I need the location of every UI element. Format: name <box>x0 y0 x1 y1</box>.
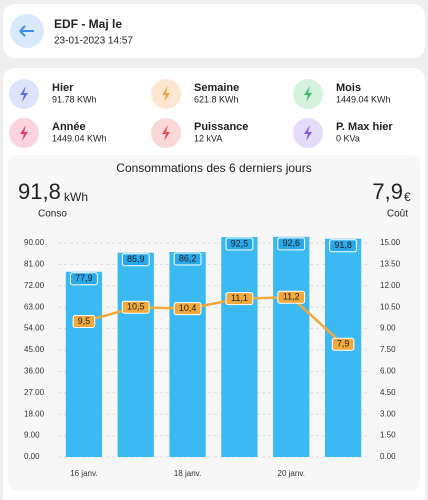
y-tick-label: 54.00 <box>24 324 45 333</box>
line-value-label: 7,9 <box>337 339 350 349</box>
line-value-label-box <box>173 302 202 316</box>
tile-value: 621.8 KWh <box>194 94 239 104</box>
line-value-label: 10,4 <box>179 303 197 313</box>
header-title: EDF - Maj le <box>54 17 122 31</box>
line-value-label: 11,1 <box>231 293 248 303</box>
line-value-label: 10,5 <box>127 302 145 312</box>
y2-tick-label: 7.50 <box>380 345 396 354</box>
tile-label: Mois <box>336 82 361 94</box>
cost-unit: € <box>404 190 411 204</box>
bar-value-label: 92,5 <box>231 238 249 248</box>
bar <box>273 236 310 457</box>
y-tick-label: 0.00 <box>24 452 40 461</box>
tile-value: 0 KVa <box>336 133 360 143</box>
line-value-label-box <box>225 292 254 306</box>
y-tick-label: 72.00 <box>24 281 45 290</box>
y2-tick-label: 6.00 <box>380 367 396 376</box>
y2-tick-label: 13.50 <box>380 260 401 269</box>
y2-tick-label: 3.00 <box>380 409 396 418</box>
bar <box>117 252 154 457</box>
tile-value: 91.78 KWh <box>52 94 97 104</box>
tile-label: Puissance <box>194 121 248 133</box>
header-card <box>3 4 425 58</box>
chart-card <box>8 155 420 491</box>
bar-value-label: 86,2 <box>179 253 197 263</box>
line-value-label-box <box>72 314 96 328</box>
y2-tick-label: 9.00 <box>380 324 396 333</box>
y-tick-label: 81.00 <box>24 260 45 269</box>
bar-value-label: 92,6 <box>282 238 300 248</box>
chart-title: Consommations des 6 derniers jours <box>116 161 311 175</box>
bar-value-label-box <box>225 237 254 251</box>
line-value-label-box <box>121 300 150 314</box>
bar-value-label-box <box>173 252 202 266</box>
y-tick-label: 18.00 <box>24 409 45 418</box>
y2-tick-label: 4.50 <box>380 388 396 397</box>
y2-tick-label: 10.50 <box>380 302 401 311</box>
bar <box>169 252 206 457</box>
line-value-label: 9,5 <box>78 316 91 326</box>
cost-value: 7,9 <box>372 179 403 204</box>
tile-label: Année <box>52 121 86 133</box>
x-tick-label: 20 janv. <box>278 469 305 478</box>
bolt-icon <box>20 86 28 102</box>
bar-value-label-box <box>329 239 357 253</box>
tile-value: 1449.04 KWh <box>52 133 107 143</box>
y-tick-label: 9.00 <box>24 431 40 440</box>
bar <box>221 237 258 457</box>
tile-value: 1449.04 KWh <box>336 94 391 104</box>
bar <box>65 271 103 457</box>
bolt-icon <box>20 125 28 141</box>
y-tick-label: 45.00 <box>24 345 45 354</box>
header-subtitle: 23-01-2023 14:57 <box>54 36 133 47</box>
x-tick-label: 18 janv. <box>174 469 201 478</box>
bolt-icon <box>162 86 170 102</box>
back-arrow <box>19 25 34 37</box>
line-value-label: 11,2 <box>283 292 300 302</box>
y-tick-label: 27.00 <box>24 388 45 397</box>
conso-unit: kWh <box>64 190 88 204</box>
y2-tick-label: 12.00 <box>380 281 401 290</box>
bolt-icon <box>304 125 312 141</box>
bolt-icon <box>162 125 170 141</box>
tile-label: P. Max hier <box>336 121 393 133</box>
bolt-icon <box>304 86 312 102</box>
line-value-label-box <box>277 290 306 304</box>
bar-value-label-box <box>277 237 306 251</box>
y-tick-label: 36.00 <box>24 367 45 376</box>
bar-value-label: 85,9 <box>127 254 145 264</box>
y2-tick-label: 1.50 <box>380 431 396 440</box>
tile-label: Hier <box>52 82 74 94</box>
bar-value-label-box <box>70 272 98 286</box>
y2-tick-label: 15.00 <box>380 238 401 247</box>
conso-value: 91,8 <box>18 179 61 204</box>
bar-value-label-box <box>121 253 150 267</box>
cost-label: Coût <box>387 209 408 220</box>
bar-value-label: 91,8 <box>334 240 352 250</box>
y-tick-label: 63.00 <box>24 302 45 311</box>
x-tick-label: 16 janv. <box>70 469 97 478</box>
tile-value: 12 kVA <box>194 133 222 143</box>
conso-label: Conso <box>38 209 67 220</box>
bar-value-label: 77,9 <box>75 273 93 283</box>
y2-tick-label: 0.00 <box>380 452 396 461</box>
y-tick-label: 90.00 <box>24 238 45 247</box>
tile-label: Semaine <box>194 82 239 94</box>
line-value-label-box <box>331 337 355 351</box>
